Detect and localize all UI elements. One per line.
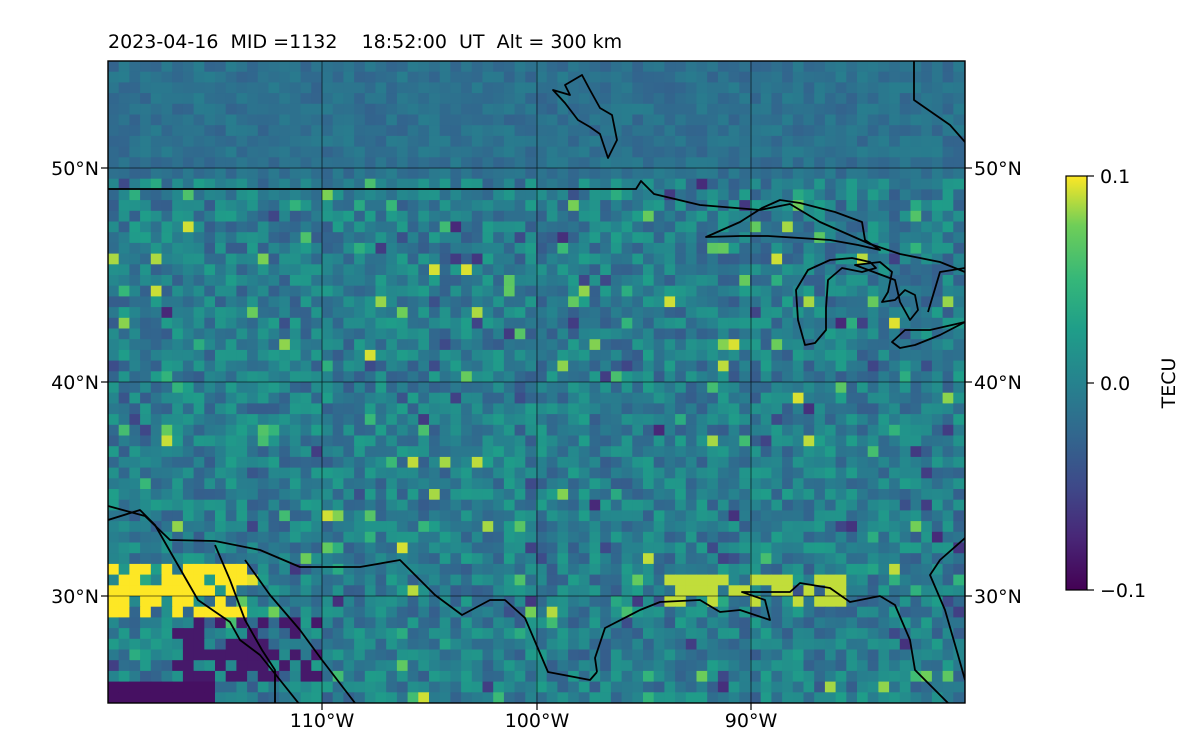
lat-label-30-right: 30°N [974, 586, 1022, 608]
colorbar-tick-max: 0.1 [1100, 166, 1130, 188]
colorbar-tick-zero: 0.0 [1100, 373, 1130, 395]
lat-labels-left: 50°N 40°N 30°N [51, 158, 108, 608]
map-title: 2023-04-16 MID =1132 18:52:00 UT Alt = 3… [108, 31, 622, 53]
lat-labels-right: 50°N 40°N 30°N [965, 158, 1022, 608]
lat-label-40-right: 40°N [974, 372, 1022, 394]
lake-superior [705, 199, 881, 251]
lat-label-50: 50°N [51, 158, 99, 180]
hudson-bay-shore [552, 74, 618, 159]
lake-huron [854, 261, 919, 321]
colorbar-tick-min: −0.1 [1100, 580, 1146, 602]
tec-field [108, 61, 965, 703]
lon-label-90w: 90°W [725, 710, 778, 732]
lake-erie-ontario [891, 321, 965, 349]
lake-michigan [795, 257, 877, 346]
lake-ontario-ext [927, 267, 965, 313]
florida-coast [929, 537, 965, 681]
mexico-west-coast [214, 544, 276, 703]
sonora-coast [244, 559, 356, 703]
gulf-coast [594, 582, 949, 703]
lat-label-40: 40°N [51, 372, 99, 394]
lon-labels: 110°W 100°W 90°W [290, 703, 778, 732]
graticule [108, 61, 965, 703]
colorbar-label: TECU [1158, 358, 1180, 410]
lon-label-110w: 110°W [290, 710, 355, 732]
colorbar: 0.1 0.0 −0.1 TECU [1065, 166, 1180, 602]
baja-peninsula [108, 509, 300, 703]
lon-label-100w: 100°W [505, 710, 570, 732]
hudson-bay-east [913, 61, 965, 143]
coastlines [108, 61, 965, 703]
lat-label-50-right: 50°N [974, 158, 1022, 180]
us-mexico-border [108, 505, 598, 681]
us-canada-border [108, 180, 965, 273]
colorbar-gradient [1065, 175, 1088, 591]
lat-label-30: 30°N [51, 586, 99, 608]
